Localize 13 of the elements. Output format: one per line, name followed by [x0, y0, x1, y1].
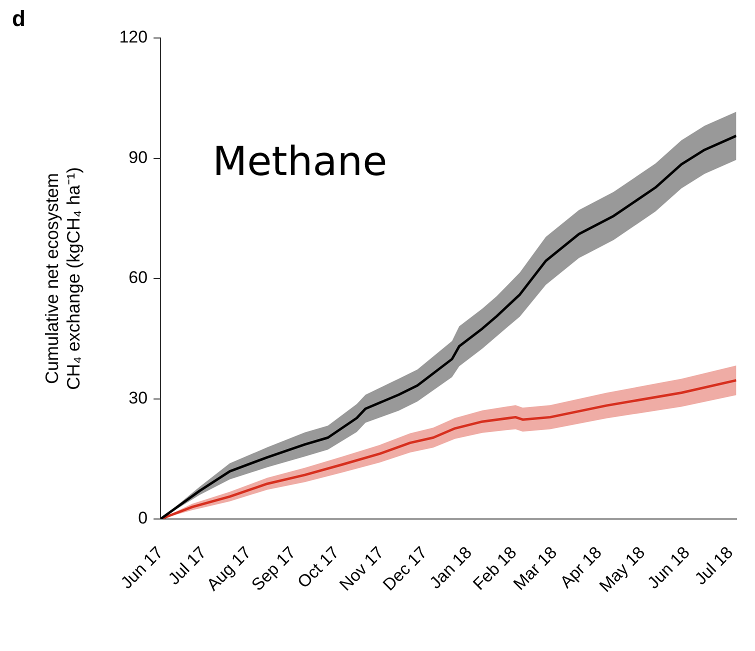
y-tick-label: 120 [119, 28, 148, 47]
annotation: Methane [212, 139, 388, 185]
y-tick-label: 60 [128, 268, 148, 288]
y-tick-label: 0 [138, 508, 148, 528]
x-tick-label: Jun 17 [117, 542, 167, 592]
x-tick-label: Sep 17 [248, 542, 300, 594]
y-tick-label: 30 [128, 388, 148, 408]
x-tick-label: Jul 18 [691, 542, 737, 588]
x-tick-label: Jun 18 [644, 542, 694, 592]
y-axis-title: Cumulative net ecosystem CH₄ exchange (kgCH₄ ha⁻¹) [42, 167, 84, 390]
x-tick-label: Jul 17 [164, 542, 210, 588]
y-tick-label: 90 [128, 148, 148, 167]
text: d [12, 6, 26, 31]
